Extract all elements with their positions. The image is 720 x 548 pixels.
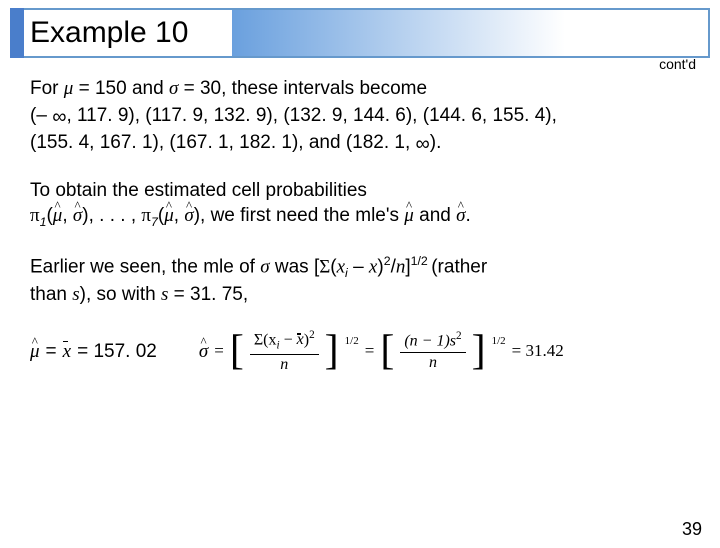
half: 1/2: [411, 254, 432, 268]
fraction-1: Σ(xi − x)2 n: [250, 329, 319, 374]
page-number: 39: [682, 519, 702, 540]
text: ), we first need the mle's: [194, 205, 405, 226]
eq: =: [365, 340, 375, 363]
bracket: [: [230, 335, 244, 369]
sq: 2: [309, 329, 315, 341]
half-power: 1/2: [345, 334, 359, 349]
mu-hat: ^μ: [164, 203, 174, 229]
bracket: ]: [325, 335, 339, 369]
text: (155. 4, 167. 1), (167. 1, 182. 1), and …: [30, 132, 416, 153]
eq: =: [214, 340, 224, 363]
paragraph-3: Earlier we seen, the mle of σ was [Σ(xi …: [30, 253, 690, 307]
bracket: ]: [472, 335, 486, 369]
text: .: [465, 205, 470, 226]
pi-symbol: π: [30, 205, 40, 226]
xi: x: [337, 256, 345, 277]
text: = 150 and: [73, 78, 169, 99]
text: –: [348, 256, 369, 277]
text: , 117. 9), (117. 9, 132. 9), (132. 9, 14…: [66, 105, 556, 126]
result-formula: ^μ = x = 157. 02 ^σ = [ Σ(xi − x)2 n ] 1/…: [30, 329, 690, 374]
final-val: = 31.42: [512, 340, 564, 363]
Sigma-symbol: Σ: [319, 256, 330, 277]
num: (n − 1)s: [404, 333, 456, 350]
text: (rather: [431, 256, 487, 277]
text: = 30, these intervals become: [178, 78, 427, 99]
text: Earlier we seen, the mle of: [30, 256, 260, 277]
fraction-2: (n − 1)s2 n: [400, 330, 465, 372]
pi-symbol: π: [141, 205, 151, 226]
mu-hat: ^μ: [404, 203, 414, 229]
sigma-symbol: σ: [260, 256, 269, 277]
sup2: 2: [384, 254, 391, 268]
n: n: [396, 256, 406, 277]
text: than: [30, 284, 72, 305]
text: ), so with: [80, 284, 161, 305]
paragraph-2: To obtain the estimated cell probabiliti…: [30, 178, 690, 231]
sigma-hat: ^σ: [73, 203, 82, 229]
mu-symbol: μ: [64, 78, 74, 99]
sq: 2: [456, 330, 462, 342]
text: ), . . . ,: [82, 205, 141, 226]
num: Σ(x: [254, 331, 277, 348]
sigma-hat: ^σ: [199, 339, 208, 365]
sigma-hat: ^σ: [184, 203, 193, 229]
minus: −: [280, 331, 297, 348]
half-power: 1/2: [492, 334, 506, 349]
den: n: [425, 353, 441, 372]
x-bar: x: [63, 339, 71, 365]
val: = 157. 02: [77, 339, 157, 365]
eq: =: [46, 339, 57, 365]
sub1: 1: [40, 215, 47, 229]
contd-label: cont'd: [659, 56, 696, 72]
s: s: [72, 284, 79, 305]
slide-title: Example 10: [12, 10, 708, 56]
sub7: 7: [151, 215, 158, 229]
text: was [: [270, 256, 320, 277]
text: = 31. 75,: [168, 284, 248, 305]
mu-hat: ^μ: [53, 203, 63, 229]
infinity-icon: ∞: [52, 106, 66, 128]
text: (–: [30, 105, 52, 126]
sigma-symbol: σ: [169, 78, 178, 99]
text: and: [414, 205, 456, 226]
den: n: [276, 355, 292, 374]
xbar: x: [297, 331, 304, 349]
bracket: [: [380, 335, 394, 369]
title-bar: Example 10: [10, 8, 710, 58]
sigma-hat: ^σ: [456, 203, 465, 229]
paragraph-1: For μ = 150 and σ = 30, these intervals …: [30, 76, 690, 156]
text: ).: [430, 132, 442, 153]
infinity-icon: ∞: [416, 133, 430, 155]
mu-hat: ^μ: [30, 339, 40, 365]
slide-content: For μ = 150 and σ = 30, these intervals …: [0, 58, 720, 374]
text: For: [30, 78, 64, 99]
